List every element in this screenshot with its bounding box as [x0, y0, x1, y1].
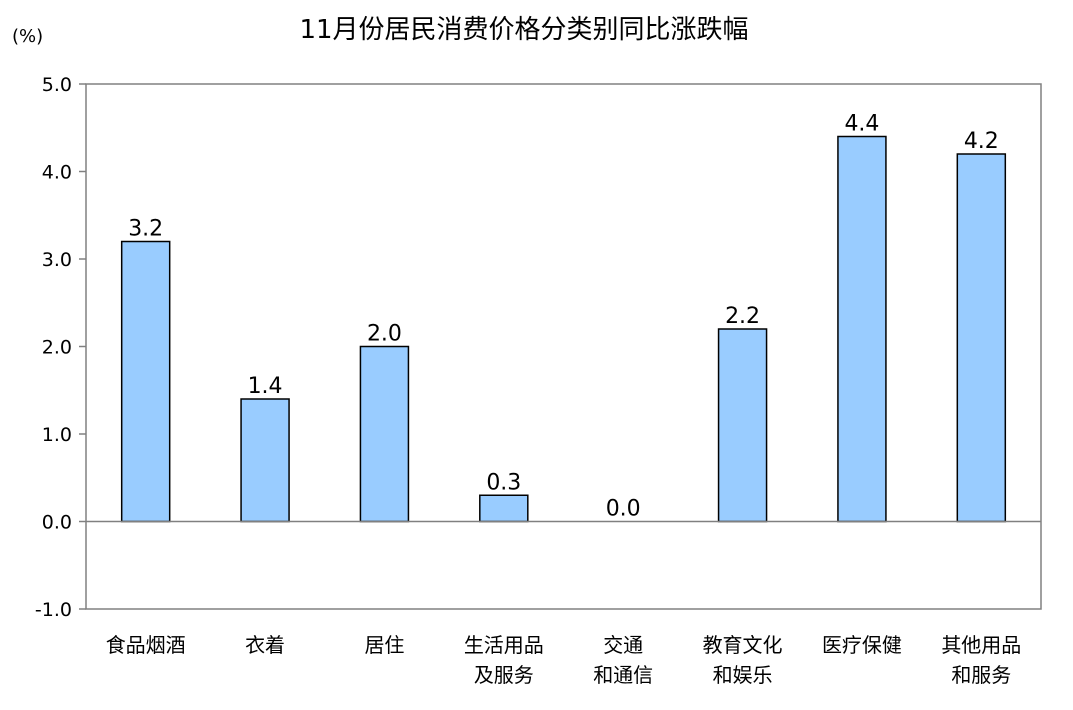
data-label: 2.2 — [725, 304, 760, 329]
bar — [479, 494, 529, 523]
bar — [837, 135, 887, 523]
y-tick-label: 2.0 — [42, 337, 72, 359]
plot-frame — [85, 83, 1042, 610]
x-tick-label: 交通 — [603, 633, 643, 657]
bar — [240, 398, 290, 523]
x-tick-label: 医疗保健 — [822, 633, 902, 657]
y-tick-label: 5.0 — [42, 74, 72, 96]
y-axis: 5.0 4.0 3.0 2.0 1.0 0.0 -1.0 — [35, 74, 86, 621]
value-labels: 3.2 1.4 2.0 0.3 0.0 2.2 4.4 4.2 — [128, 112, 999, 522]
x-tick-label: 生活用品 — [464, 633, 544, 657]
x-tick-label: 及服务 — [474, 663, 534, 687]
y-tick-label: -1.0 — [35, 599, 72, 621]
bar — [359, 345, 410, 523]
chart-title: 11月份居民消费价格分类别同比涨跌幅 — [299, 15, 748, 45]
x-tick-label: 居住 — [364, 633, 404, 657]
x-tick-label: 和服务 — [951, 663, 1011, 687]
data-label: 4.2 — [964, 129, 999, 154]
bars — [120, 135, 1007, 523]
data-label: 1.4 — [248, 374, 283, 399]
y-tick-label: 0.0 — [42, 512, 72, 534]
data-label: 0.3 — [486, 470, 521, 495]
x-tick-label: 其他用品 — [941, 633, 1021, 657]
y-tick-label: 3.0 — [42, 249, 72, 271]
data-label: 2.0 — [367, 322, 402, 347]
bar — [956, 153, 1007, 523]
data-label: 3.2 — [128, 217, 163, 242]
data-label: 4.4 — [844, 112, 879, 137]
x-tick-label: 教育文化 — [703, 633, 783, 657]
bar — [120, 240, 171, 523]
bar — [717, 328, 768, 523]
x-tick-label: 食品烟酒 — [106, 633, 186, 657]
x-tick-label: 和娱乐 — [713, 663, 773, 687]
y-tick-label: 4.0 — [42, 162, 72, 184]
y-tick-label: 1.0 — [42, 424, 72, 446]
x-tick-label: 衣着 — [245, 633, 285, 657]
data-label: 0.0 — [606, 497, 641, 522]
x-tick-label: 和通信 — [593, 663, 653, 687]
y-unit-label: (%) — [12, 26, 43, 47]
